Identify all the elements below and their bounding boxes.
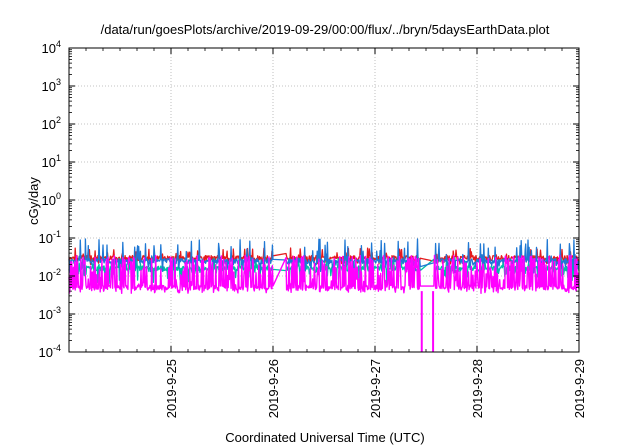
series-layer <box>68 238 580 352</box>
y-tick-label: 10-4 <box>39 343 61 360</box>
y-tick-label: 101 <box>42 153 61 170</box>
y-tick-label: 104 <box>42 39 61 56</box>
y-tick-label: 100 <box>42 191 61 208</box>
series-line <box>68 238 580 274</box>
x-tick-label: 2019-9-26 <box>266 359 281 418</box>
x-tick-label: 2019-9-28 <box>470 359 485 418</box>
x-tick-label: 2019-9-27 <box>368 359 383 418</box>
y-tick-label: 10-2 <box>39 267 61 284</box>
chart-title: /data/run/goesPlots/archive/2019-09-29/0… <box>101 22 550 37</box>
series-line <box>68 254 580 294</box>
x-tick-labels: 2019-9-25 2019-9-26 2019-9-27 2019-9-28 2019… <box>164 359 587 418</box>
y-tick-label: 10-3 <box>39 305 61 322</box>
ticks <box>69 47 580 353</box>
y-tick-labels: 104 103 102 101 100 10-1 10-2 10-3 10-4 <box>39 39 61 360</box>
y-tick-label: 102 <box>42 115 61 132</box>
x-tick-label: 2019-9-25 <box>164 359 179 418</box>
x-tick-label: 2019-9-29 <box>572 359 587 418</box>
x-axis-label: Coordinated Universal Time (UTC) <box>225 430 424 445</box>
y-axis-label: cGy/day <box>26 177 41 225</box>
y-tick-label: 103 <box>42 77 61 94</box>
y-tick-label: 10-1 <box>39 229 61 246</box>
